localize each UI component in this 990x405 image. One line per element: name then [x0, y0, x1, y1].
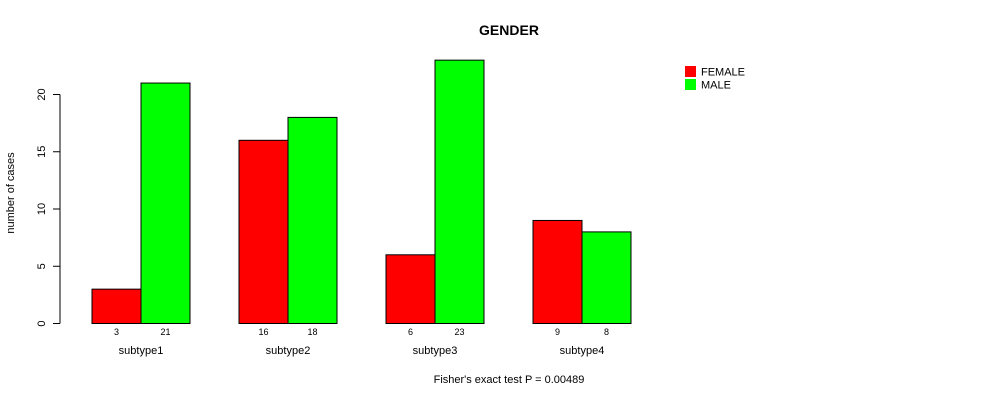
bar-value-label: 21 [160, 327, 170, 337]
bar-value-label: 18 [307, 327, 317, 337]
y-tick-label: 20 [36, 88, 48, 100]
bar-subtype3-female [385, 254, 436, 324]
y-tick-label: 15 [36, 146, 48, 158]
y-tick-label: 5 [36, 263, 48, 269]
bar-value-label: 3 [114, 327, 119, 337]
bar-subtype1-female [91, 288, 142, 324]
bars-group [91, 59, 632, 325]
legend-label-female: FEMALE [701, 67, 745, 79]
y-tick-label: 0 [36, 320, 48, 326]
category-label-subtype2: subtype2 [266, 345, 311, 357]
category-label-subtype1: subtype1 [119, 345, 164, 357]
y-tick-label: 10 [36, 203, 48, 215]
bar-value-label: 6 [408, 327, 413, 337]
category-labels: subtype1 subtype2 subtype3 subtype4 [119, 345, 605, 357]
bar-value-label: 23 [454, 327, 464, 337]
category-label-subtype4: subtype4 [560, 345, 605, 357]
bar-value-label: 16 [258, 327, 268, 337]
bar-value-label: 9 [555, 327, 560, 337]
bar-subtype4-female [532, 219, 583, 324]
legend-swatch-male [685, 79, 696, 90]
bar-subtype4-male [581, 231, 632, 324]
fisher-test-note: Fisher's exact test P = 0.00489 [434, 374, 585, 386]
bar-subtype2-male [287, 116, 338, 325]
chart-title: GENDER [479, 22, 539, 38]
bar-subtype3-male [434, 59, 485, 325]
y-axis-label: number of cases [5, 152, 17, 234]
bar-subtype1-male [140, 82, 191, 324]
bar-value-labels: 3 21 16 18 6 23 9 8 [114, 327, 609, 337]
bar-value-label: 8 [604, 327, 609, 337]
bar-subtype2-female [238, 139, 289, 324]
legend-swatch-female [685, 66, 696, 77]
y-axis: 0 5 10 15 20 [36, 88, 61, 327]
category-label-subtype3: subtype3 [413, 345, 458, 357]
legend-label-male: MALE [701, 80, 731, 92]
